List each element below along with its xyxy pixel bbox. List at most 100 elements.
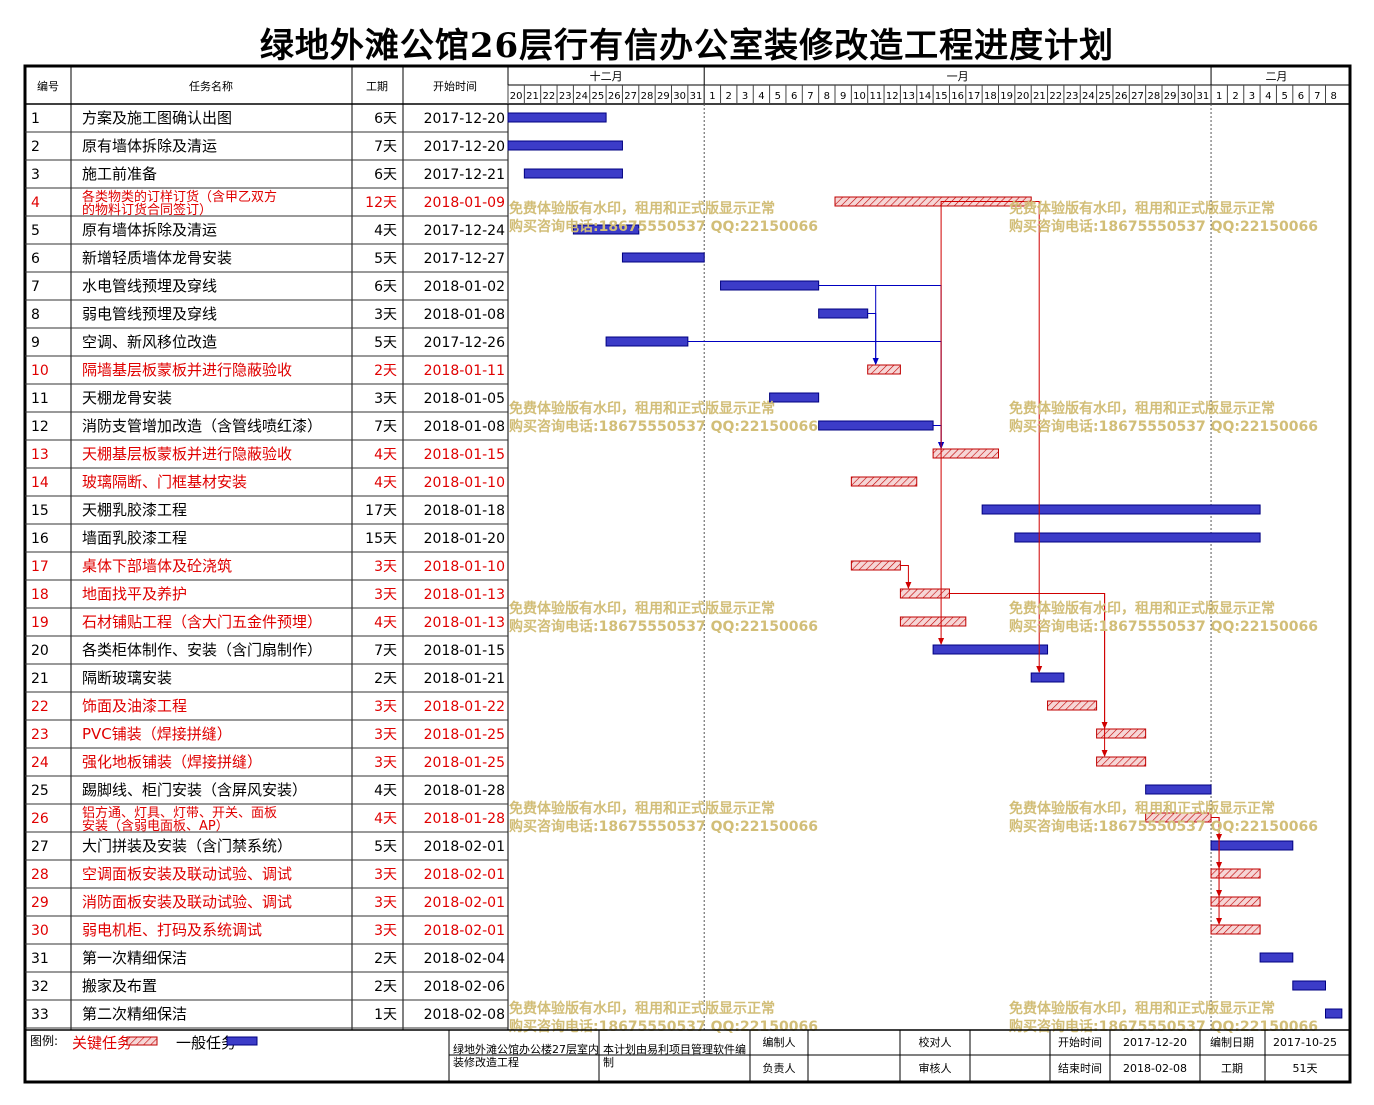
task-duration: 7天 [374, 139, 397, 155]
day-label: 5 [1281, 91, 1287, 102]
task-bar [1210, 840, 1294, 851]
task-name: 第二次精细保洁 [82, 1005, 187, 1023]
month-label: 十二月 [590, 69, 623, 83]
task-bar [621, 252, 705, 263]
task-name: 天棚乳胶漆工程 [82, 501, 187, 519]
task-id: 10 [31, 363, 49, 379]
footer-editor-label: 编制人 [763, 1035, 796, 1049]
task-bar [1096, 756, 1147, 767]
task-bar [572, 224, 640, 235]
task-id: 21 [31, 671, 49, 687]
task-duration: 5天 [374, 839, 397, 855]
footer-duration-label: 工期 [1221, 1062, 1243, 1075]
task-start: 2018-01-08 [424, 307, 505, 323]
task-bar [507, 140, 623, 151]
dependency-link [949, 593, 1106, 756]
watermark: 免费体验版有水印，租用和正式版显示正常 [1009, 800, 1275, 817]
footer-reviewer-label: 审核人 [919, 1061, 952, 1075]
task-start: 2018-02-01 [424, 839, 505, 855]
task-start: 2018-01-22 [424, 699, 505, 715]
task-duration: 3天 [374, 895, 397, 911]
task-start: 2018-01-10 [424, 559, 505, 575]
task-start: 2017-12-24 [424, 223, 505, 239]
task-start: 2018-02-01 [424, 923, 505, 939]
task-id: 18 [31, 587, 49, 603]
task-id: 33 [31, 1007, 49, 1023]
task-bar [1210, 924, 1261, 935]
day-label: 24 [1082, 91, 1095, 102]
day-label: 7 [1314, 91, 1320, 102]
footer-duration-value: 51天 [1293, 1062, 1318, 1075]
task-id: 22 [31, 699, 49, 715]
dependency-arrow [1101, 750, 1108, 757]
dependency-arrow [938, 638, 945, 645]
watermark: 购买咨询电话:18675550537 QQ:22150066 [509, 618, 818, 635]
task-duration: 3天 [374, 699, 397, 715]
task-id: 28 [31, 867, 49, 883]
day-label: 4 [758, 91, 764, 102]
task-name: 地面找平及养护 [82, 585, 187, 603]
day-label: 13 [902, 91, 915, 102]
footer-software: 制 [603, 1056, 614, 1069]
task-name: 大门拼装及安装（含门禁系统） [82, 837, 292, 855]
task-id: 8 [31, 307, 40, 323]
dependency-arrow [905, 582, 912, 589]
task-name: 安装（含弱电面板、AP） [82, 818, 229, 834]
task-start: 2018-01-02 [424, 279, 505, 295]
task-start: 2018-02-06 [424, 979, 505, 995]
page-title: 绿地外滩公馆26层行有信办公室装修改造工程进度计划 [259, 26, 1115, 66]
task-duration: 15天 [365, 531, 397, 547]
task-start: 2018-01-20 [424, 531, 505, 547]
watermark: 免费体验版有水印，租用和正式版显示正常 [509, 600, 775, 617]
task-duration: 7天 [374, 419, 397, 435]
day-label: 30 [673, 91, 686, 102]
task-start: 2018-01-28 [424, 783, 505, 799]
day-label: 9 [840, 91, 846, 102]
day-label: 23 [559, 91, 572, 102]
task-start: 2018-01-28 [424, 811, 505, 827]
task-name: 隔断玻璃安装 [82, 669, 172, 687]
task-duration: 3天 [374, 923, 397, 939]
footer-owner-label: 负责人 [763, 1061, 796, 1075]
task-bar [850, 560, 901, 571]
task-bar [899, 616, 967, 627]
task-bar [818, 420, 934, 431]
task-start: 2018-01-18 [424, 503, 505, 519]
footer-end-value: 2018-02-08 [1123, 1062, 1187, 1075]
footer-start-label: 开始时间 [1058, 1035, 1102, 1049]
dependency-arrow [872, 358, 879, 365]
task-name: 铝方通、灯具、灯带、开关、面板 [82, 805, 277, 821]
legend-critical-text: 关键任务 [72, 1034, 132, 1052]
task-id: 20 [31, 643, 49, 659]
task-id: 9 [31, 335, 40, 351]
task-name: 桌体下部墙体及砼浇筑 [82, 557, 232, 575]
task-name: 水电管线预埋及穿线 [82, 277, 217, 295]
task-name: 方案及施工图确认出图 [82, 109, 232, 127]
day-label: 20 [510, 91, 523, 102]
task-name: 各类物类的订样订货（含甲乙双方 [82, 189, 277, 205]
day-label: 3 [742, 91, 748, 102]
task-bar [1047, 700, 1098, 711]
task-duration: 3天 [374, 727, 397, 743]
day-label: 29 [657, 91, 670, 102]
dependency-link [1211, 817, 1220, 924]
day-label: 2 [726, 91, 732, 102]
day-label: 8 [1330, 91, 1336, 102]
task-name: 玻璃隔断、门框基材安装 [82, 473, 247, 491]
task-name: 隔墙基层板蒙板并进行隐蔽验收 [82, 361, 292, 379]
task-name: 墙面乳胶漆工程 [82, 529, 187, 547]
task-bar [899, 588, 950, 599]
task-id: 15 [31, 503, 49, 519]
day-label: 11 [870, 91, 883, 102]
task-name: 踢脚线、柜门安装（含屏风安装） [82, 781, 307, 799]
task-id: 3 [31, 167, 40, 183]
task-id: 30 [31, 923, 49, 939]
footer-made-label: 编制日期 [1210, 1035, 1254, 1049]
task-id: 25 [31, 783, 49, 799]
footer-start-value: 2017-12-20 [1123, 1036, 1187, 1049]
task-id: 12 [31, 419, 49, 435]
task-start: 2018-01-13 [424, 615, 505, 631]
day-label: 6 [1298, 91, 1304, 102]
task-duration: 6天 [374, 167, 397, 183]
task-start: 2018-01-09 [424, 195, 505, 211]
